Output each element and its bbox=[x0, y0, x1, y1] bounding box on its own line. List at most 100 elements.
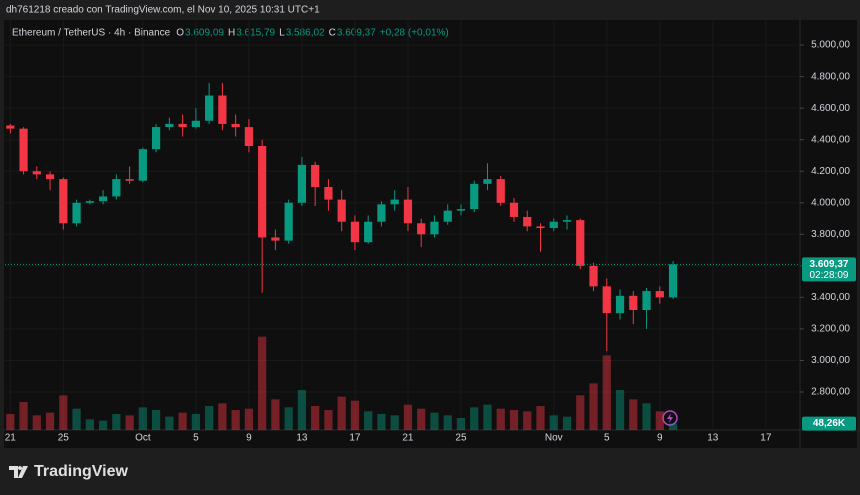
volume-bar bbox=[655, 411, 664, 430]
candle-body bbox=[629, 295, 638, 310]
volume-bar bbox=[151, 410, 161, 430]
volume-bar bbox=[112, 414, 121, 430]
candle-body bbox=[483, 179, 492, 184]
candle-body bbox=[403, 199, 413, 224]
candle-body bbox=[125, 179, 134, 181]
volume-bar bbox=[642, 403, 651, 430]
y-tick-label: 3.000,00 bbox=[811, 355, 850, 366]
last-price-box bbox=[802, 257, 856, 282]
x-tick-label: 9 bbox=[246, 433, 252, 444]
candle-body bbox=[615, 295, 625, 314]
candle-body bbox=[430, 221, 439, 235]
brand: TradingView bbox=[34, 463, 129, 480]
y-tick-label: 3.400,00 bbox=[811, 292, 850, 303]
candle-body bbox=[231, 123, 240, 128]
candle-body bbox=[377, 204, 386, 222]
candle-body bbox=[112, 179, 121, 197]
candle-body bbox=[19, 128, 28, 172]
candle-body bbox=[668, 264, 678, 298]
volume-bar bbox=[59, 395, 68, 430]
candle-body bbox=[258, 145, 267, 238]
candle-body bbox=[59, 179, 68, 224]
volume-bar bbox=[602, 355, 611, 430]
volume-bar bbox=[430, 412, 439, 430]
volume-bar bbox=[19, 402, 28, 430]
volume-bar bbox=[231, 410, 240, 430]
candle-body bbox=[470, 183, 479, 210]
x-tick-label: 17 bbox=[349, 433, 361, 444]
candle-body bbox=[324, 186, 333, 200]
volume-bar bbox=[536, 406, 545, 430]
volume-bar bbox=[178, 412, 187, 430]
logo-mark bbox=[9, 466, 28, 478]
volume-bar bbox=[72, 408, 81, 430]
y-tick-label: 4.800,00 bbox=[811, 71, 850, 82]
volume-bar bbox=[615, 390, 625, 430]
x-tick-label: 25 bbox=[58, 433, 70, 444]
legend-value: 3.615,79 bbox=[236, 28, 275, 39]
candle-body bbox=[350, 221, 360, 243]
volume-bar bbox=[284, 407, 293, 430]
candle-body bbox=[576, 220, 585, 266]
candle-body bbox=[390, 199, 399, 205]
volume-bar bbox=[364, 411, 373, 430]
y-tick-label: 4.000,00 bbox=[811, 197, 850, 208]
volume-bar bbox=[85, 419, 94, 430]
volume-bar bbox=[311, 406, 320, 430]
last-price-label: 3.609,37 bbox=[810, 259, 849, 270]
x-tick-label: 21 bbox=[5, 433, 17, 444]
legend-value: 3.586,02 bbox=[286, 28, 325, 39]
candle-body bbox=[138, 149, 147, 181]
volume-bar bbox=[629, 399, 638, 430]
y-tick-label: 3.800,00 bbox=[811, 229, 850, 240]
y-tick-label: 2.800,00 bbox=[811, 387, 850, 398]
volume-bar bbox=[258, 336, 267, 430]
candle-body bbox=[602, 286, 611, 314]
volume-bar bbox=[125, 415, 134, 430]
volume-bar bbox=[165, 416, 174, 430]
legend-value: 3.609,37 bbox=[337, 28, 376, 39]
x-tick-label: 13 bbox=[296, 433, 308, 444]
x-tick-label: 25 bbox=[455, 433, 467, 444]
logo: TradingView bbox=[9, 463, 129, 480]
candle-body bbox=[85, 201, 94, 203]
event-icon[interactable] bbox=[662, 410, 678, 426]
candle-body bbox=[549, 221, 558, 228]
legend-key: H bbox=[228, 28, 235, 39]
volume-bar bbox=[377, 414, 386, 430]
candle-body bbox=[443, 210, 452, 222]
candle-body bbox=[72, 202, 81, 224]
volume-bar bbox=[576, 395, 585, 430]
volume-bar bbox=[350, 400, 360, 430]
volume-bar bbox=[496, 408, 505, 430]
y-tick-label: 4.600,00 bbox=[811, 103, 850, 114]
volume-label: 48,26K bbox=[813, 418, 846, 429]
legend-key: L bbox=[279, 28, 285, 39]
candle-body bbox=[45, 174, 55, 180]
volume-bar bbox=[549, 415, 558, 430]
volume-bar bbox=[337, 396, 346, 430]
volume-bar bbox=[470, 407, 479, 430]
candle-body bbox=[98, 196, 108, 202]
candle-body bbox=[297, 164, 307, 203]
candle-body bbox=[417, 223, 426, 235]
candle-body bbox=[218, 95, 227, 124]
volume-bar bbox=[191, 414, 200, 430]
candle-body bbox=[337, 199, 346, 222]
volume-bar bbox=[668, 423, 678, 430]
countdown: 02:28:09 bbox=[810, 270, 849, 281]
volume-bar bbox=[456, 418, 466, 430]
y-tick-label: 3.200,00 bbox=[811, 324, 850, 335]
candle-body bbox=[536, 226, 545, 228]
symbol: Ethereum / TetherUS · 4h · Binance bbox=[12, 28, 171, 39]
volume-bar bbox=[589, 383, 598, 430]
candle-body bbox=[562, 220, 572, 222]
legend-value: 3.609,09 bbox=[185, 28, 224, 39]
y-tick-label: 4.400,00 bbox=[811, 134, 850, 145]
volume-bar bbox=[509, 410, 519, 430]
legend: Ethereum / TetherUS · 4h · Binance O 3.60… bbox=[12, 28, 449, 39]
event-icon-bolt bbox=[667, 413, 673, 423]
volume-bar bbox=[443, 415, 452, 430]
candle-body bbox=[589, 265, 598, 287]
y-tick-label: 5.000,00 bbox=[811, 40, 850, 51]
